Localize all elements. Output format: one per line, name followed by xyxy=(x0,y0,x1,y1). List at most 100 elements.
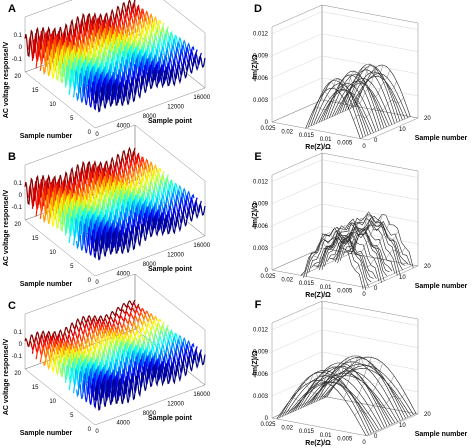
cross-line-6 xyxy=(325,66,377,92)
z-tick-label: 0.012 xyxy=(253,32,269,38)
x-axis-label: Sample point xyxy=(148,118,193,125)
grid-line xyxy=(271,159,323,182)
arc-line-0 xyxy=(300,237,364,290)
grid-line xyxy=(271,33,323,56)
x-tick-label-zero: 0 xyxy=(95,280,99,286)
z-tick-label: 0.012 xyxy=(253,180,269,186)
y-tick-label: 5 xyxy=(70,413,74,419)
arc-line-14 xyxy=(337,211,401,275)
y-tick-label: 10 xyxy=(399,423,406,429)
x-tick-label: 0.005 xyxy=(337,140,353,146)
cross-line-10 xyxy=(332,362,383,388)
x-tick-label: 0 xyxy=(362,292,366,298)
cross-line-16 xyxy=(360,116,411,139)
x-tick-label: 0.015 xyxy=(299,133,315,139)
x-tick-label-zero: 0 xyxy=(95,132,99,138)
y-tick-label: 20 xyxy=(424,264,431,270)
panel-side-wall xyxy=(321,4,419,119)
cross-line-0 xyxy=(300,253,351,276)
x-axis-label: Sample point xyxy=(148,266,193,273)
x-tick-label: 4000 xyxy=(117,271,131,277)
x-tick-label-zero: 0 xyxy=(95,429,99,435)
x-tick-label: 16000 xyxy=(193,243,210,249)
grid-line xyxy=(321,55,419,75)
grid-line xyxy=(271,55,323,78)
panel-a-axes xyxy=(24,0,206,129)
grid-line xyxy=(271,77,323,101)
panel-f-axes xyxy=(271,300,419,437)
series-line-6 xyxy=(72,334,184,394)
x-tick-label: 0.01 xyxy=(320,433,332,439)
x-tick-label: 12000 xyxy=(167,104,184,110)
panel-label-f: F xyxy=(255,299,262,311)
x-tick-label: 8000 xyxy=(143,262,157,268)
z-tick-label: 0 xyxy=(19,45,23,51)
y-tick-label: 15 xyxy=(32,88,39,94)
cross-line-8 xyxy=(321,355,372,383)
grid-line xyxy=(321,77,419,97)
z-tick-label: 0 xyxy=(19,342,23,348)
z-axis-label: -Im(Z)/Ω xyxy=(252,350,259,377)
y-tick-label: 0 xyxy=(374,286,378,292)
panel-side-wall xyxy=(134,273,206,386)
x-tick-label: 12000 xyxy=(167,252,184,258)
x-tick-label: 0.025 xyxy=(260,274,276,280)
x-axis-label: Re(Z)/Ω xyxy=(305,144,331,151)
series-line-6 xyxy=(72,36,184,98)
y-tick-label: 15 xyxy=(32,236,39,242)
grid-line xyxy=(321,373,419,393)
series-line-0 xyxy=(94,350,206,411)
y-axis-label: Sample number xyxy=(415,135,468,142)
y-tick-label: 10 xyxy=(49,102,56,108)
x-axis-label: Re(Z)/Ω xyxy=(305,440,331,447)
z-tick-label: 0.006 xyxy=(253,224,269,230)
arc-line-2 xyxy=(310,78,366,137)
y-tick-label: 10 xyxy=(49,250,56,256)
z-tick-label: -0.1 xyxy=(12,57,23,63)
arc-line-19 xyxy=(350,214,414,268)
z-tick-label: 0.1 xyxy=(14,33,23,39)
panel-side-wall xyxy=(321,152,419,267)
cross-line-4 xyxy=(319,75,370,99)
grid-line xyxy=(271,225,323,249)
series-line-0 xyxy=(94,202,206,261)
y-tick-label: 10 xyxy=(399,127,406,133)
x-tick-label: 0.025 xyxy=(260,422,276,428)
arc-line-2 xyxy=(305,226,369,288)
cross-line-10 xyxy=(339,69,390,95)
grid-line xyxy=(321,11,419,30)
grid-line xyxy=(321,181,419,200)
grid-line xyxy=(271,351,323,374)
z-tick-label: -0.1 xyxy=(12,354,23,360)
series-line-15 xyxy=(39,158,151,219)
x-tick-label: 8000 xyxy=(143,114,157,120)
y-tick-label: 10 xyxy=(399,275,406,281)
z-tick-label: 0.1 xyxy=(14,330,23,336)
y-tick-label: 0 xyxy=(88,278,92,284)
grid-line xyxy=(271,373,323,397)
z-tick-label: 0.012 xyxy=(253,328,269,334)
y-tick-label: 20 xyxy=(14,371,21,377)
cross-line-12 xyxy=(346,81,397,105)
y-tick-label: 0 xyxy=(88,427,92,433)
grid-line xyxy=(321,351,419,371)
grid-line xyxy=(271,307,323,330)
z-tick-label: 0.009 xyxy=(253,54,269,60)
panel-label-a: A xyxy=(8,3,16,15)
cross-line-10 xyxy=(339,220,390,245)
cross-line-8 xyxy=(331,215,383,241)
cross-line-14 xyxy=(353,97,404,121)
grid-line xyxy=(321,203,419,223)
arc-line-11 xyxy=(329,231,393,272)
y-axis-label: Sample number xyxy=(415,283,468,290)
z-tick-label: 0.009 xyxy=(253,202,269,208)
z-tick-label: -0.1 xyxy=(12,205,23,211)
x-tick-label: 16000 xyxy=(193,392,210,398)
x-tick-label: 0.01 xyxy=(320,137,332,143)
z-tick-label: 0 xyxy=(265,120,269,126)
y-tick-label: 0 xyxy=(88,130,92,136)
cross-line-14 xyxy=(354,393,406,416)
cross-line-2 xyxy=(287,380,339,404)
cross-line-6 xyxy=(310,357,361,384)
